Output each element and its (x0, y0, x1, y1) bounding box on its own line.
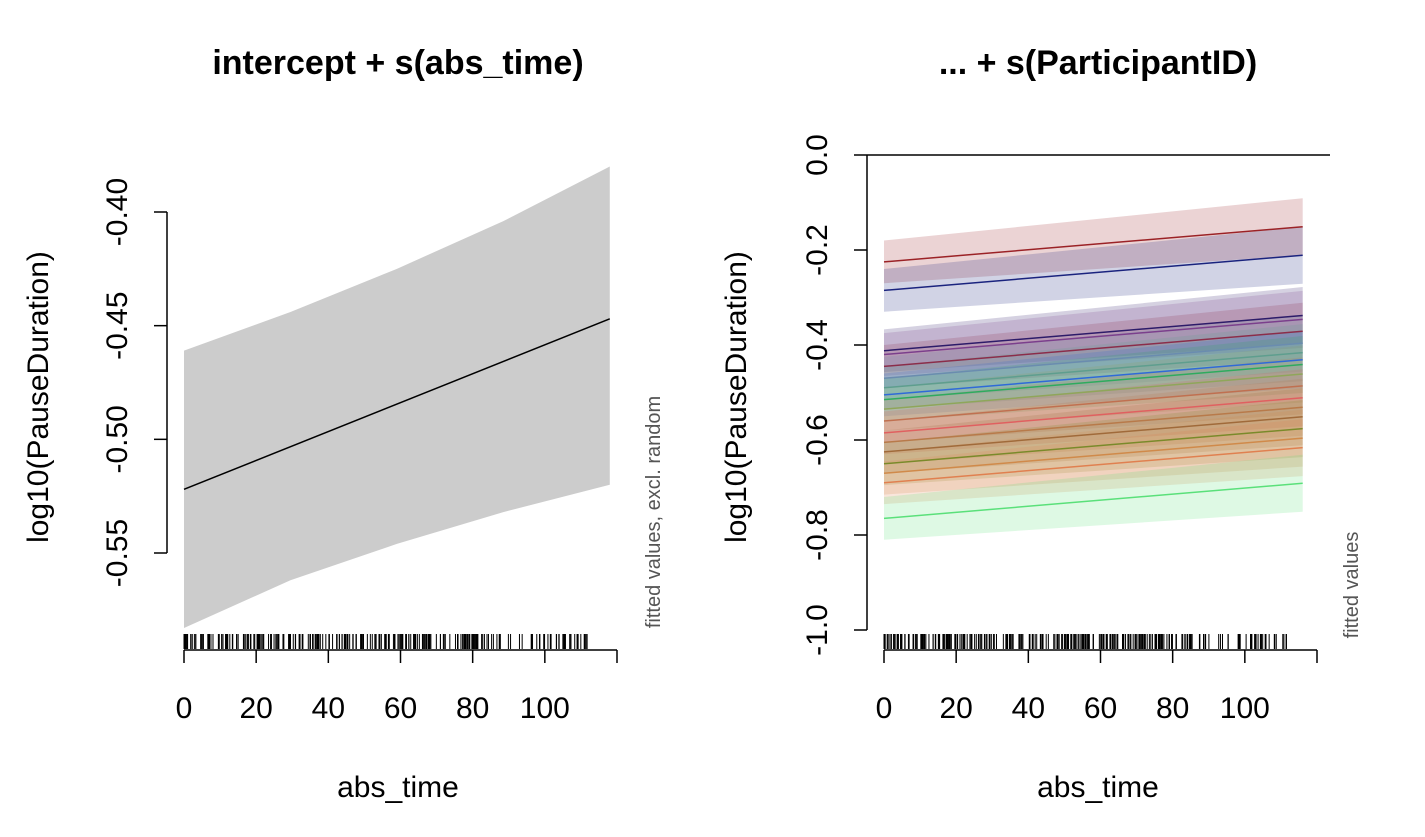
participant-band (884, 345, 1303, 431)
right-panel-title: ... + s(ParticipantID) (939, 44, 1257, 82)
left-x-tick-label: 40 (312, 692, 345, 725)
left-panel: intercept + s(abs_time) abs_time log10(P… (22, 44, 665, 804)
right-x-tick-label: 0 (876, 692, 893, 725)
right-panel: ... + s(ParticipantID) abs_time log10(Pa… (720, 44, 1363, 804)
right-rug (883, 634, 1287, 649)
right-x-tick-label: 20 (939, 692, 972, 725)
left-x-tick-label: 80 (456, 692, 489, 725)
participant-line (883, 427, 1303, 465)
right-x-axis-label: abs_time (1037, 771, 1159, 804)
left-side-note: fitted values, excl. random (643, 396, 665, 628)
right-y-tick-label: -0.6 (801, 414, 834, 466)
left-x-tick-label: 60 (384, 692, 417, 725)
participant-band (884, 454, 1303, 540)
participant-line (883, 373, 1303, 410)
participant-line (883, 437, 1303, 474)
left-y-tick-label: -0.45 (101, 291, 134, 359)
participant-line (883, 482, 1303, 520)
participant-line (883, 358, 1303, 396)
participant-band (884, 419, 1303, 505)
left-x-axis-label: abs_time (337, 771, 459, 804)
participant-line (883, 396, 1303, 434)
participant-line (883, 318, 1303, 356)
participant-band (884, 226, 1303, 312)
right-x-tick-label: 80 (1156, 692, 1189, 725)
confidence-band (184, 166, 610, 629)
left-rug (183, 634, 588, 649)
right-y-tick-label: -0.2 (801, 224, 834, 276)
participant-line (883, 314, 1303, 352)
right-y-tick-label: -1.0 (801, 604, 834, 656)
right-y-tick-label: -0.8 (801, 509, 834, 561)
participant-band (884, 198, 1303, 284)
participant-line (883, 225, 1303, 263)
participant-line (883, 415, 1303, 453)
left-x-tick-label: 20 (239, 692, 272, 725)
left-y-tick-label: -0.50 (101, 405, 134, 473)
left-y-tick-label: -0.40 (101, 178, 134, 246)
participant-band (884, 324, 1303, 410)
participant-line (883, 363, 1303, 401)
right-y-axis-label: log10(PauseDuration) (720, 251, 753, 543)
right-y-tick-label: -0.4 (801, 319, 834, 371)
left-x-tick-label: 100 (520, 692, 570, 725)
participant-line (883, 342, 1303, 379)
right-x-tick-label: 100 (1220, 692, 1270, 725)
fit-line (183, 318, 611, 491)
left-y-axis-label: log10(PauseDuration) (22, 251, 55, 543)
left-x-tick-label: 0 (176, 692, 193, 725)
participant-line (883, 406, 1303, 444)
right-x-tick-label: 60 (1084, 692, 1117, 725)
participant-line (883, 385, 1303, 422)
participant-band (884, 388, 1303, 474)
participant-lines (883, 225, 1303, 520)
left-panel-title: intercept + s(abs_time) (212, 44, 583, 82)
left-plot-area: 0 20 40 60 80 100 -0.55 -0.50 -0.45 -0.40 (101, 166, 618, 725)
participant-line (883, 351, 1303, 389)
participant-line (883, 330, 1303, 368)
participant-band (884, 287, 1303, 373)
right-side-note: fitted values (1341, 532, 1363, 639)
right-plot-area: 0 20 40 60 80 100 -1.0 -0.8 -0.6 -0.4 -0.2 0.0 (801, 134, 1330, 725)
participant-band (884, 357, 1303, 443)
participant-line (883, 446, 1303, 484)
participant-line (883, 254, 1303, 292)
right-y-tick-label: 0.0 (801, 134, 834, 176)
right-x-tick-label: 40 (1012, 692, 1045, 725)
left-y-tick-label: -0.55 (101, 519, 134, 587)
